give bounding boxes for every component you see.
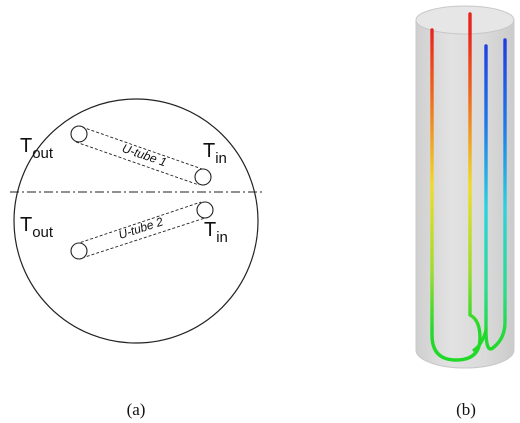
u-tube-1-inlet-pipe — [194, 168, 212, 186]
caption-a: (a) — [127, 400, 146, 419]
u-tube-1-edge — [75, 141, 200, 186]
u-tube-cool-bend — [472, 328, 488, 352]
u-tube-2: U-tube 2 — [70, 201, 214, 260]
u-tube-hot — [430, 12, 482, 362]
u-tube-2-edge — [75, 201, 202, 245]
u-tube-2-inlet-pipe — [196, 201, 214, 219]
inlet-label-upper: Tin — [203, 140, 227, 167]
u-tube-1-edge — [81, 126, 206, 171]
u-tube-2-label: U-tube 2 — [117, 214, 165, 242]
u-tube-1-label: U-tube 1 — [120, 141, 168, 169]
u-tube-2-edge — [81, 216, 209, 259]
outlet-label-upper: Tout — [20, 135, 54, 162]
panel-a: U-tube 1 U-tube 2 Tout Tin Tout Tin (a) — [10, 98, 263, 419]
cylinder-top — [415, 5, 515, 35]
u-tube-1-outlet-pipe — [70, 125, 88, 143]
panel-b: (b) — [415, 5, 515, 419]
outlet-label-lower: Tout — [20, 214, 54, 241]
inlet-label-lower: Tin — [204, 219, 228, 246]
borehole-cylinder — [415, 19, 515, 369]
u-tube-cool — [484, 38, 507, 351]
caption-b: (b) — [456, 400, 476, 419]
u-tube-1: U-tube 1 — [70, 125, 212, 186]
u-tube-2-outlet-pipe — [70, 242, 88, 260]
borehole-circle — [13, 98, 259, 344]
